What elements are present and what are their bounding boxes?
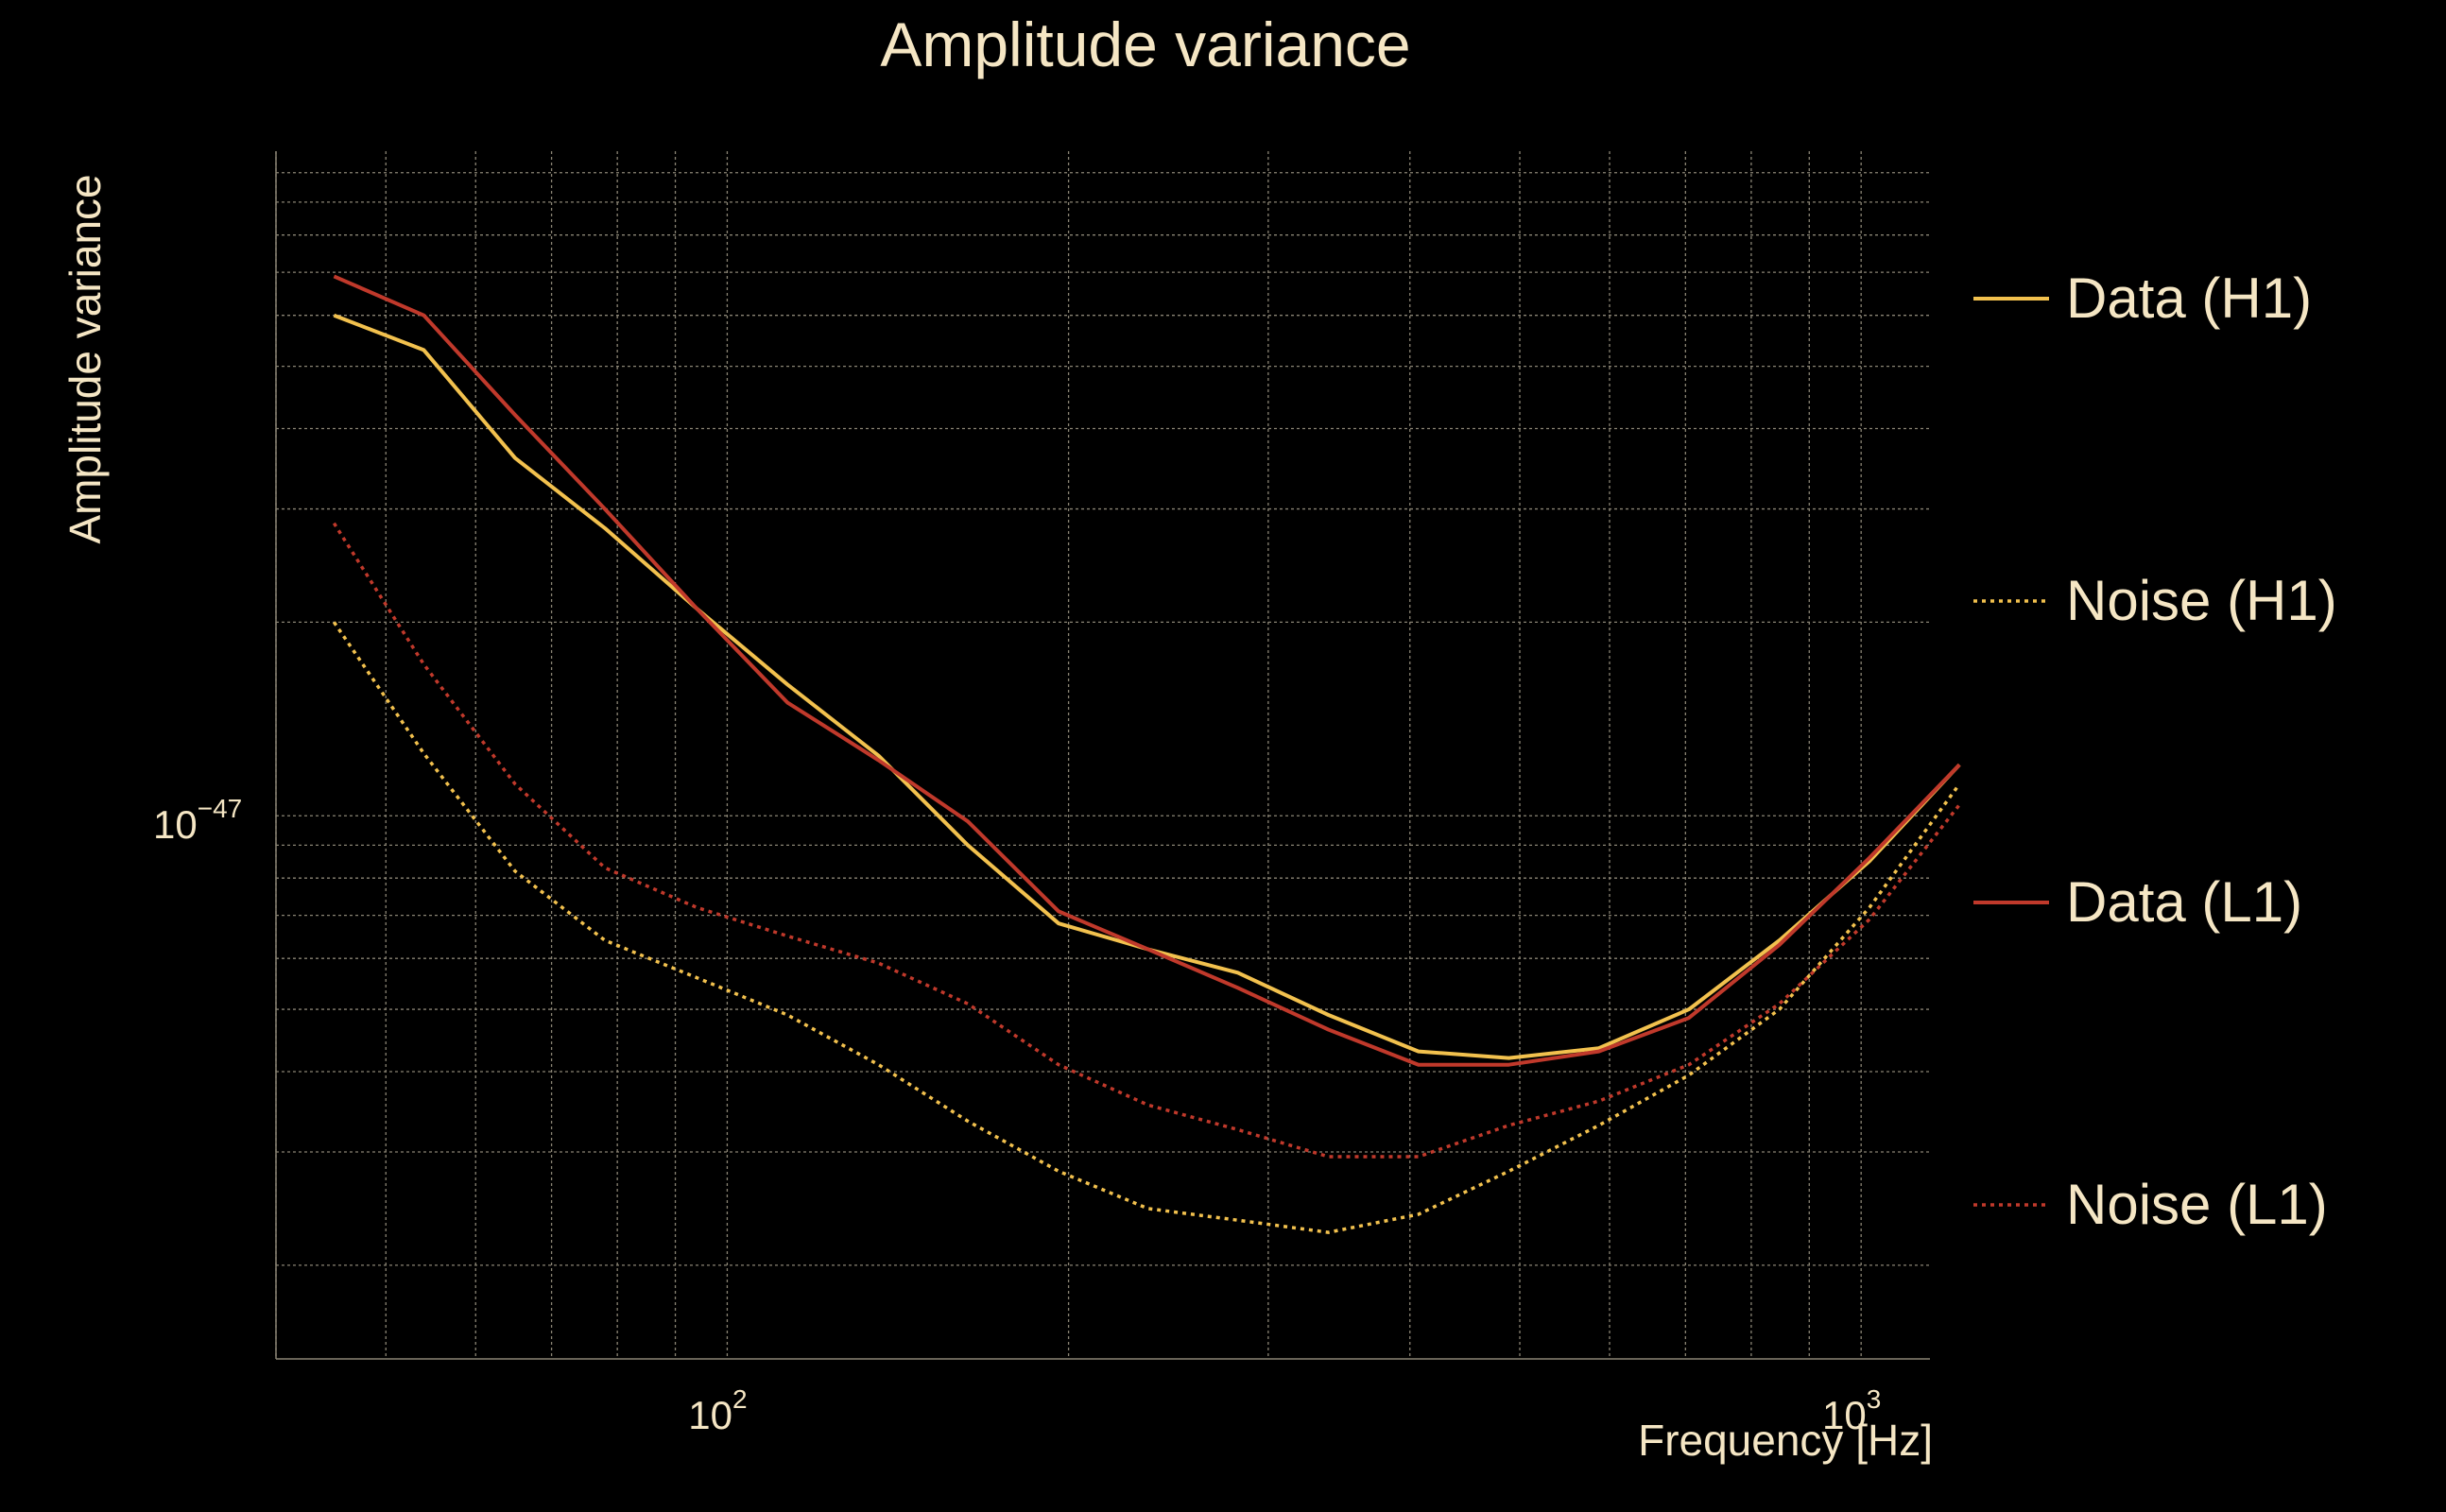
x-tick-exponent: 3 (1867, 1384, 1882, 1414)
series-line-noise-l1 (332, 522, 1961, 1159)
series-line-data-l1 (333, 274, 1961, 1067)
legend-label: Noise (L1) (2066, 1173, 2328, 1236)
chart-title: Amplitude variance (880, 9, 1410, 79)
x-tick-exponent: 2 (732, 1384, 748, 1414)
series-group (332, 274, 1961, 1234)
grid (275, 151, 1930, 1360)
legend-label: Data (H1) (2066, 266, 2312, 330)
y-axis-label: Amplitude variance (60, 174, 110, 543)
y-tick-label: 10−47 (153, 794, 242, 847)
legend-label: Data (L1) (2066, 870, 2302, 934)
legend-label: Noise (H1) (2066, 569, 2337, 632)
y-tick-exponent: −47 (198, 794, 243, 823)
legend: Data (H1) Noise (H1) Data (L1) Noise (L1) (1973, 266, 2337, 1236)
x-axis-label: Frequency [Hz] (1638, 1416, 1933, 1465)
